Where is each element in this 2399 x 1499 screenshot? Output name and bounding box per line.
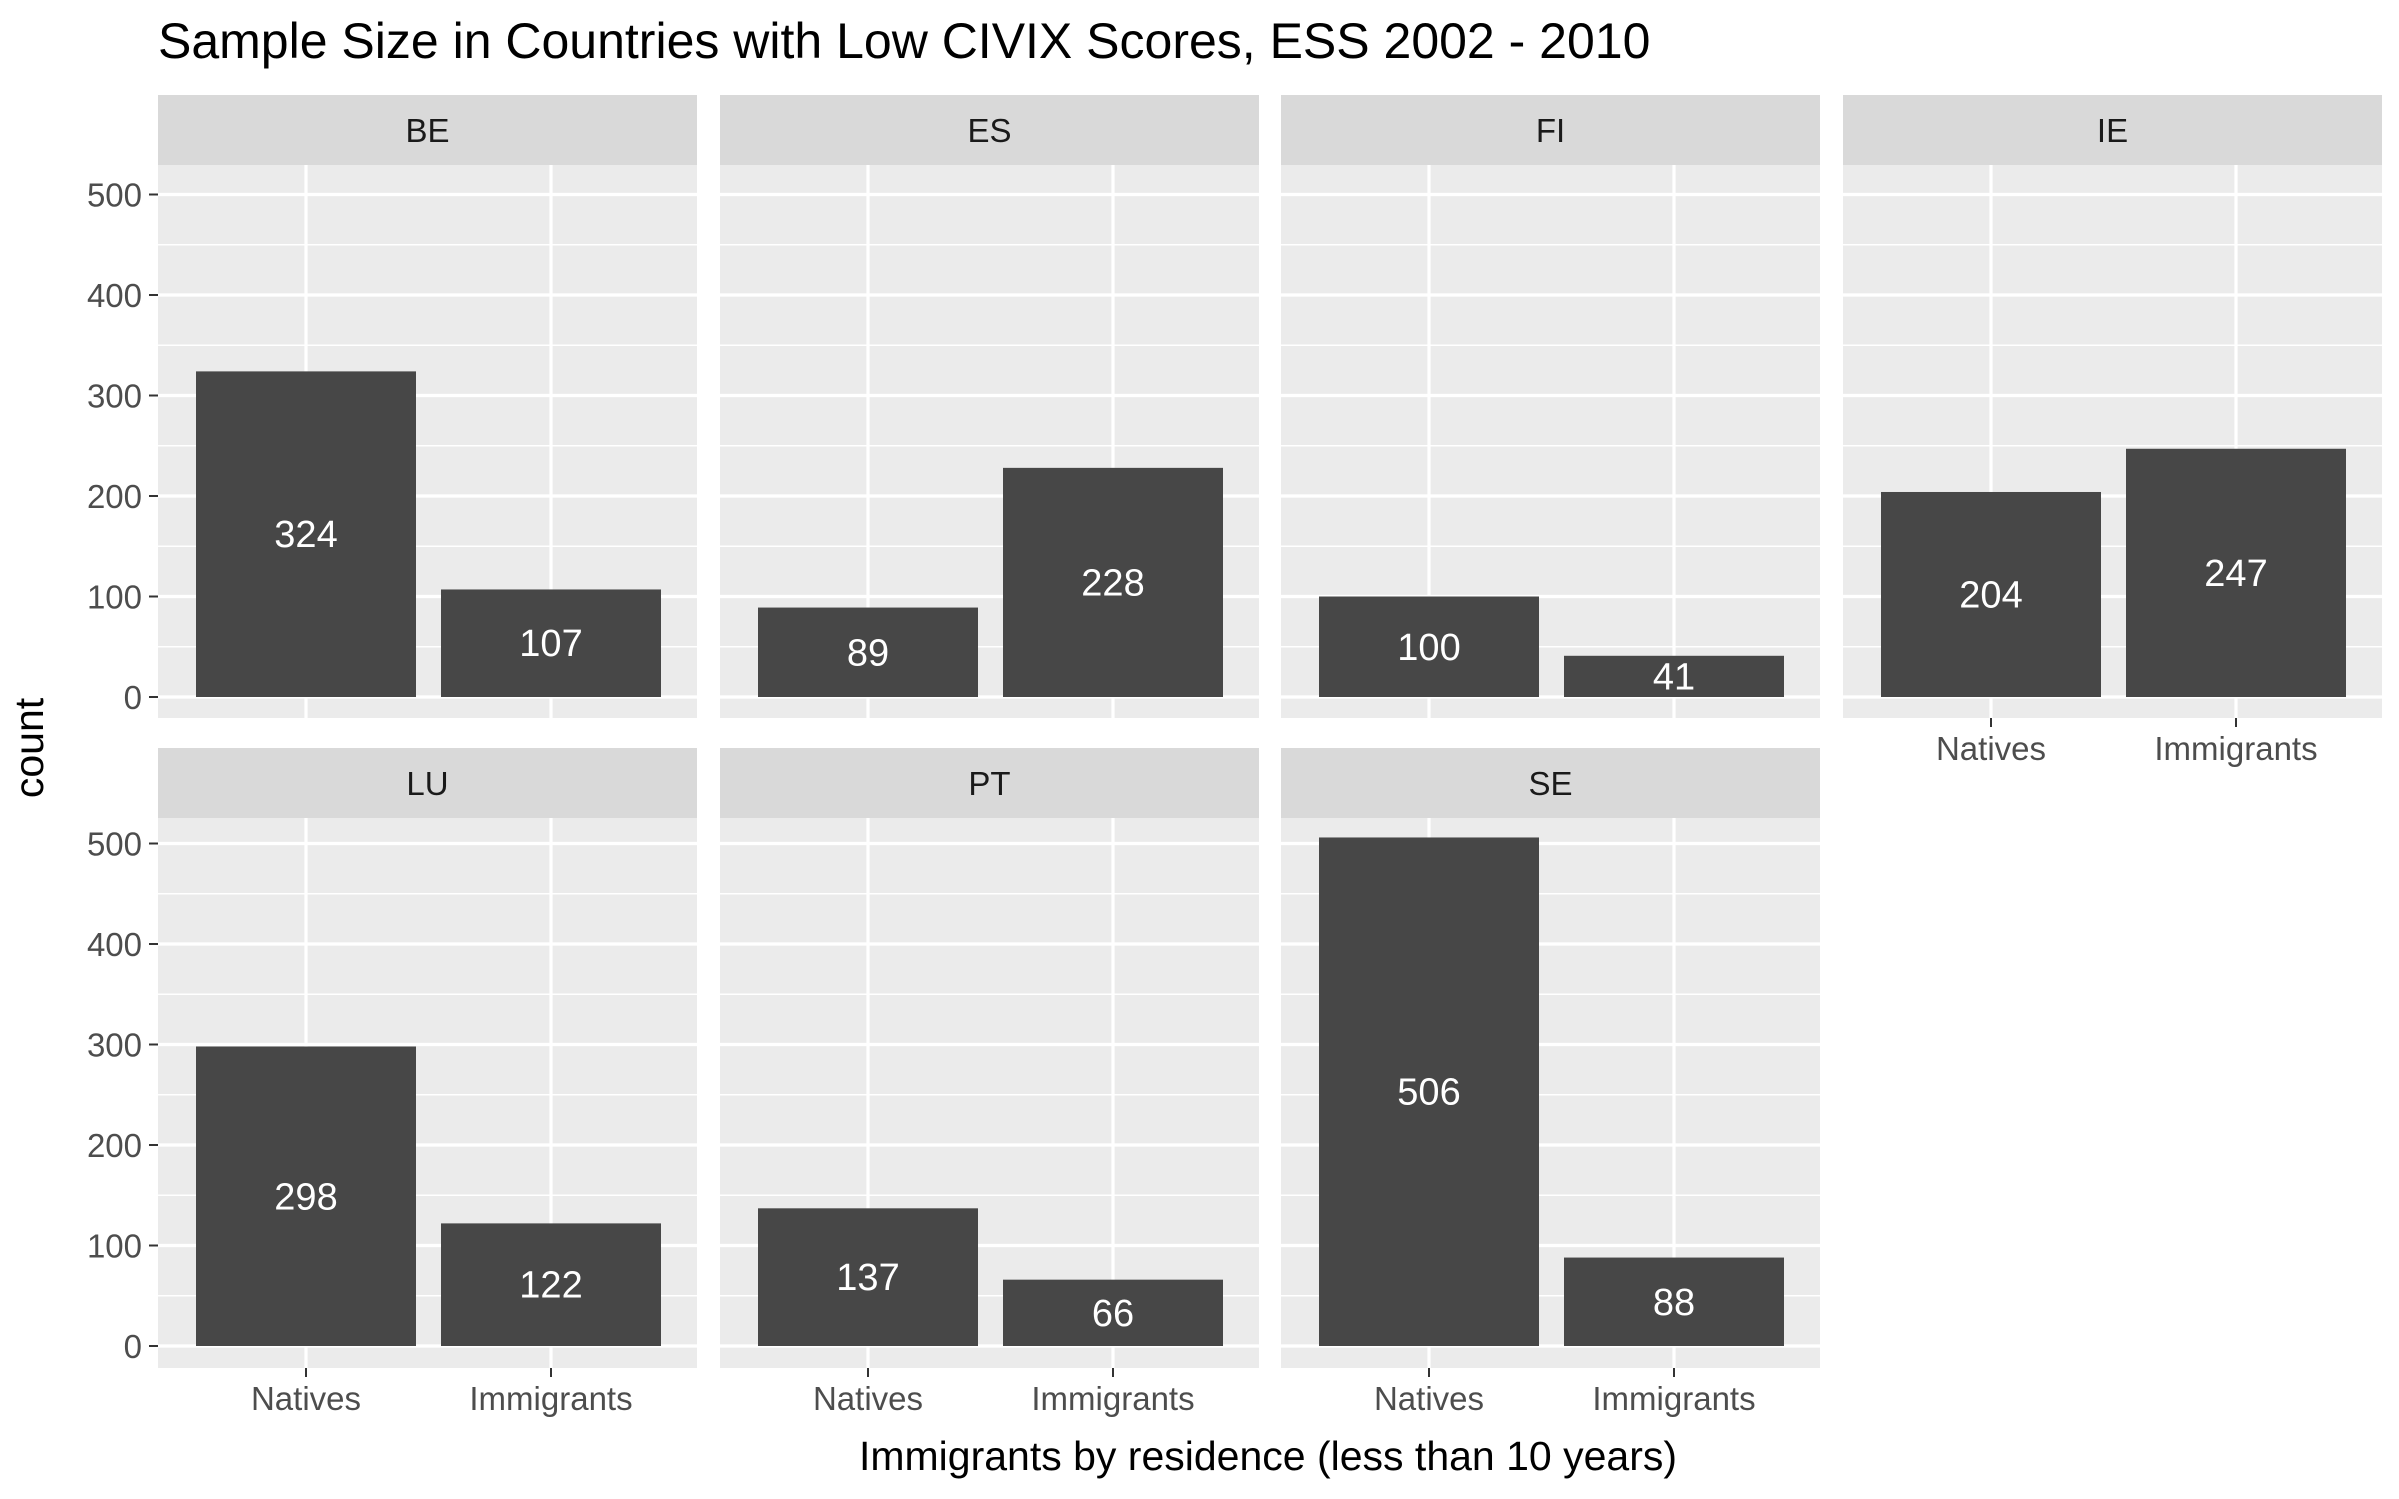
bar-value-label: 247 (2204, 553, 2267, 595)
x-tick-label: Natives (1936, 730, 2046, 767)
y-tick-label: 500 (87, 177, 142, 214)
y-tick-label: 0 (124, 1328, 142, 1365)
facet-panel-lu: LU 298 122 0 100 200 300 400 500 Natives Immigrant… (87, 748, 697, 1417)
bar-natives (758, 1208, 978, 1346)
bar-natives (1319, 837, 1539, 1346)
y-tick-label: 300 (87, 1027, 142, 1064)
y-axis-title: count (6, 697, 52, 798)
bar-value-label: 298 (274, 1176, 337, 1218)
bar-natives (196, 1046, 416, 1346)
facet-strip (720, 748, 1259, 818)
facet-strip-label: ES (967, 112, 1011, 149)
bar-immigrants (1003, 1279, 1223, 1346)
bar-value-label: 41 (1653, 656, 1695, 698)
facet-strip (1281, 748, 1820, 818)
facet-panel-es: ES 89 228 (720, 95, 1259, 718)
facet-strip-label: LU (406, 765, 448, 802)
bar-natives (196, 371, 416, 697)
x-tick-label: Immigrants (1592, 1380, 1755, 1417)
bar-value-label: 66 (1092, 1293, 1134, 1335)
bar-value-label: 324 (274, 514, 337, 556)
bar-value-label: 100 (1397, 627, 1460, 669)
x-axis-title: Immigrants by residence (less than 10 ye… (859, 1433, 1677, 1479)
bar-value-label: 506 (1397, 1072, 1460, 1114)
chart-title: Sample Size in Countries with Low CIVIX … (158, 13, 1650, 69)
bar-value-label: 137 (836, 1257, 899, 1299)
facet-strip-label: IE (2097, 112, 2128, 149)
bar-value-label: 228 (1081, 562, 1144, 604)
y-tick-label: 200 (87, 478, 142, 515)
bar-natives (758, 607, 978, 697)
facet-panel-se: SE 506 88 Natives Immigrants (1281, 748, 1820, 1417)
x-tick-label: Natives (251, 1380, 361, 1417)
y-tick-label: 100 (87, 1228, 142, 1265)
facet-panel-be: BE 324 107 0 100 200 300 400 500 (87, 95, 697, 718)
facet-panel-ie: IE 204 247 Natives Immigrants (1843, 95, 2382, 767)
bar-value-label: 122 (519, 1265, 582, 1307)
x-tick-label: Natives (813, 1380, 923, 1417)
bar-immigrants (1564, 1257, 1784, 1346)
facet-panel-pt: PT 137 66 Natives Immigrants (720, 748, 1259, 1417)
y-tick-label: 500 (87, 826, 142, 863)
facet-strip (158, 748, 697, 818)
facet-strip-label: BE (405, 112, 449, 149)
facet-strip-label: FI (1536, 112, 1565, 149)
facet-strip (158, 95, 697, 165)
bar-immigrants (1564, 655, 1784, 697)
bar-value-label: 204 (1959, 574, 2022, 616)
facet-strip (1843, 95, 2382, 165)
y-tick-label: 0 (124, 679, 142, 716)
y-tick-label: 400 (87, 926, 142, 963)
y-tick-label: 300 (87, 378, 142, 415)
bar-natives (1881, 491, 2101, 697)
bar-value-label: 88 (1653, 1282, 1695, 1324)
bar-value-label: 89 (847, 632, 889, 674)
facet-panels: BE 324 107 0 100 200 300 400 500 ES 89 228 FI 100 41 IE… (87, 95, 2382, 1417)
facet-strip (1281, 95, 1820, 165)
y-tick-label: 400 (87, 277, 142, 314)
facet-strip-label: SE (1528, 765, 1572, 802)
x-tick-label: Immigrants (469, 1380, 632, 1417)
bar-value-label: 107 (519, 623, 582, 665)
bar-natives (1319, 596, 1539, 697)
bar-immigrants (2126, 448, 2346, 697)
facet-panel-fi: FI 100 41 (1281, 95, 1820, 718)
facet-strip-label: PT (968, 765, 1010, 802)
x-tick-label: Natives (1374, 1380, 1484, 1417)
x-tick-label: Immigrants (2154, 730, 2317, 767)
bar-immigrants (441, 1223, 661, 1346)
y-tick-label: 200 (87, 1127, 142, 1164)
bar-immigrants (1003, 467, 1223, 697)
x-tick-label: Immigrants (1031, 1380, 1194, 1417)
facet-strip (720, 95, 1259, 165)
y-tick-label: 100 (87, 579, 142, 616)
bar-immigrants (441, 589, 661, 697)
